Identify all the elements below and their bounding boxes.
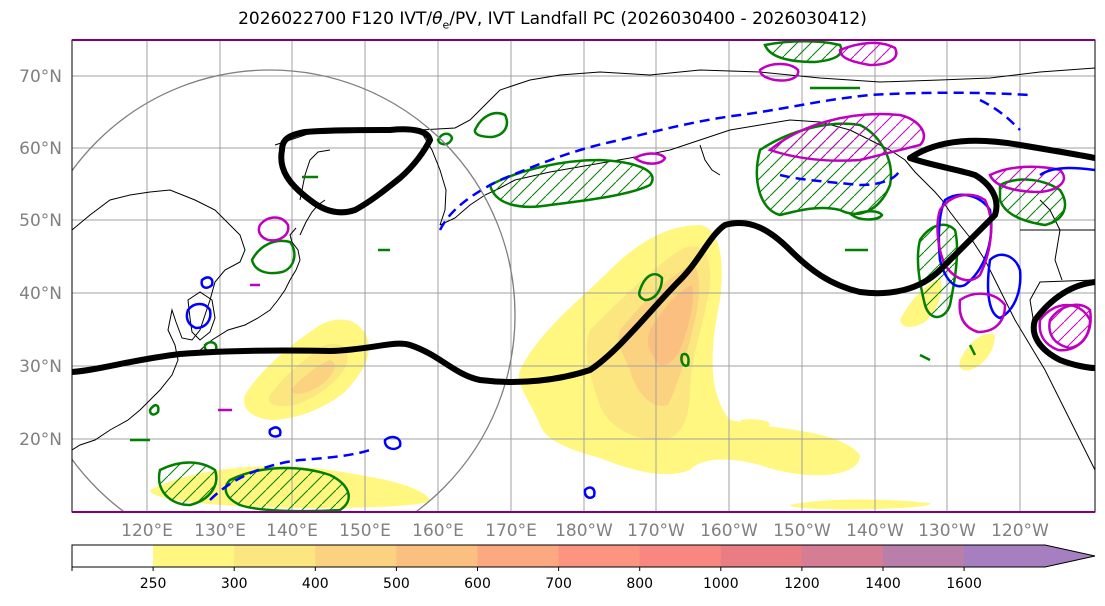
colorbar-outline <box>71 544 1096 568</box>
colorbar-tick-label: 1600 <box>946 576 982 592</box>
lon-label: 140°W <box>846 521 904 541</box>
colorbar-swatch <box>964 545 1095 567</box>
colorbar-ticks: 250 300 400 500 600 700 800 1000 1200 1400 1600 <box>71 567 982 592</box>
colorbar-tick-label: 600 <box>464 576 491 592</box>
colorbar-swatch <box>639 545 722 567</box>
lon-label: 130°W <box>918 521 976 541</box>
colorbar-swatch <box>477 545 560 567</box>
pv-strong-contours <box>218 62 1092 412</box>
lon-label: 150°W <box>773 521 831 541</box>
lon-label: 130°E <box>194 521 246 541</box>
colorbar-swatch <box>72 545 154 567</box>
lon-label: 120°E <box>121 521 173 541</box>
lon-label: 160°E <box>412 521 464 541</box>
lon-label: 140°E <box>266 521 318 541</box>
colorbar-tick-label: 800 <box>626 576 653 592</box>
lat-label: 20°N <box>19 430 62 450</box>
pv-hatched-regions <box>157 40 1092 512</box>
colorbar-swatches <box>72 545 1095 567</box>
colorbar-swatch <box>558 545 641 567</box>
ivt-shading <box>150 225 995 510</box>
colorbar-tick-label: 250 <box>140 576 167 592</box>
colorbar-swatch <box>315 545 397 567</box>
lat-label: 40°N <box>19 284 62 304</box>
colorbar-swatch <box>720 545 803 567</box>
colorbar-tick-label: 1400 <box>865 576 901 592</box>
map-content <box>72 40 1095 512</box>
colorbar-tick-label: 300 <box>221 576 248 592</box>
latitude-labels: 70°N 60°N 50°N 40°N 30°N 20°N <box>19 67 62 450</box>
colorbar-tick-label: 400 <box>302 576 329 592</box>
colorbar: 250 300 400 500 600 700 800 1000 1200 1400 1600 <box>71 544 1096 592</box>
colorbar-swatch <box>234 545 316 567</box>
lon-label: 170°W <box>627 521 685 541</box>
theta-e-contour <box>72 126 1095 385</box>
lat-label: 50°N <box>19 211 62 231</box>
lon-label: 150°E <box>339 521 391 541</box>
lat-label: 70°N <box>19 67 62 87</box>
longitude-labels: 120°E 130°E 140°E 150°E 160°E 170°E 180°… <box>121 521 1049 541</box>
map-title: 2026022700 F120 IVT/θe/PV, IVT Landfall … <box>238 9 867 32</box>
colorbar-swatch <box>801 545 884 567</box>
lon-label: 170°E <box>485 521 537 541</box>
colorbar-tick-label: 1200 <box>784 576 820 592</box>
lon-label: 180°W <box>555 521 613 541</box>
colorbar-swatch <box>883 545 965 567</box>
lon-label: 120°W <box>991 521 1049 541</box>
colorbar-swatch <box>396 545 478 567</box>
colorbar-tick-label: 700 <box>545 576 572 592</box>
lon-label: 160°W <box>700 521 758 541</box>
lat-label: 60°N <box>19 139 62 159</box>
lat-label: 30°N <box>19 357 62 377</box>
ivt-landfall-region-circle <box>72 69 516 512</box>
pv-negative-dashed-contours <box>209 91 1031 501</box>
colorbar-tick-label: 500 <box>383 576 410 592</box>
colorbar-tick-label: 1000 <box>703 576 739 592</box>
colorbar-swatch <box>153 545 235 567</box>
